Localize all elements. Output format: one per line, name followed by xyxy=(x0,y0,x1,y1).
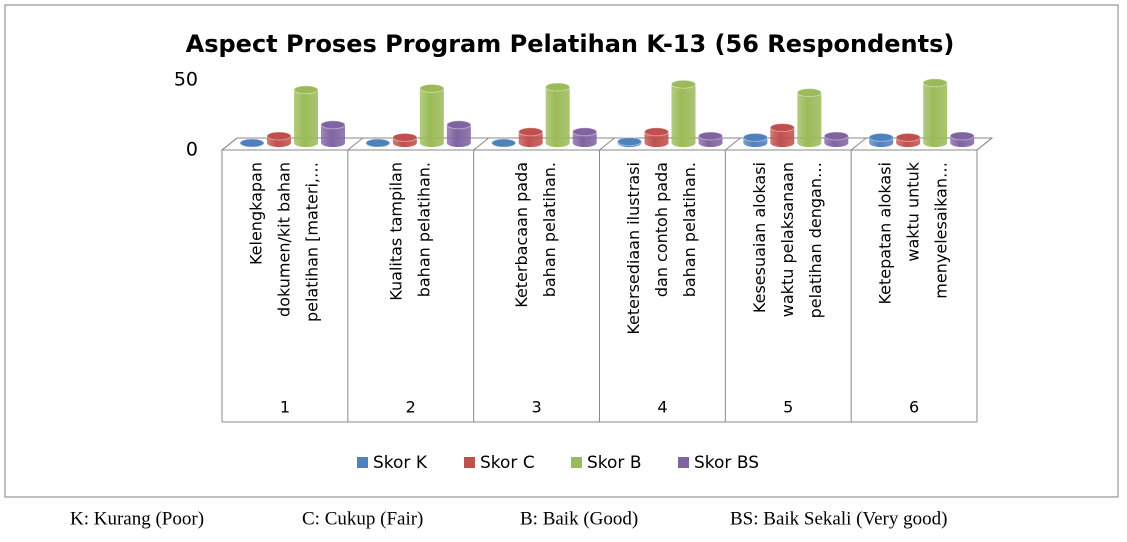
bar xyxy=(518,131,543,147)
footnote: B: Baik (Good) xyxy=(520,508,638,529)
footnote: K: Kurang (Poor) xyxy=(70,508,204,529)
chart-border xyxy=(4,4,1119,498)
category-description: Keterbacaan pada xyxy=(512,162,531,308)
category-description: bahan pelatihan. xyxy=(540,162,559,297)
x-tick-label: 6 xyxy=(909,398,919,417)
legend-label: Skor C xyxy=(480,453,535,473)
category-description: dan contoh pada xyxy=(652,162,671,297)
category-description: Kesesuaian alokasi xyxy=(750,162,769,313)
bar-top xyxy=(545,82,571,92)
bar-top xyxy=(518,127,544,137)
legend-label: Skor BS xyxy=(694,453,759,473)
x-tick-label: 5 xyxy=(783,398,793,417)
x-tick-label: 2 xyxy=(406,398,416,417)
bar-top xyxy=(922,78,948,88)
bar xyxy=(923,82,948,147)
bar xyxy=(321,124,345,147)
category-description: Kelengkapan xyxy=(246,162,265,265)
y-tick-label: 0 xyxy=(186,139,198,161)
bar-top xyxy=(949,131,975,141)
legend-swatch xyxy=(464,457,475,468)
bar-top xyxy=(293,85,319,95)
chart-title: Aspect Proses Program Pelatihan K-13 (56… xyxy=(186,30,955,58)
bar xyxy=(671,84,696,147)
bar-top xyxy=(266,131,292,141)
category-description: bahan pelatihan. xyxy=(414,162,433,297)
category-description: waktu untuk xyxy=(904,161,923,261)
bar-top xyxy=(823,131,849,141)
bar-top xyxy=(644,127,669,137)
bar-top xyxy=(572,127,598,137)
bar-top xyxy=(617,137,642,147)
bar-top xyxy=(365,138,391,148)
bar-top xyxy=(868,132,894,142)
bar-top xyxy=(769,123,795,133)
category-description: dokumen/kit bahan xyxy=(274,162,293,317)
legend-label: Skor B xyxy=(587,453,642,473)
category-description: pelatihan [materi,… xyxy=(302,162,321,322)
bar-top xyxy=(320,120,346,130)
bar xyxy=(572,131,597,147)
bar-top xyxy=(796,88,822,98)
bar-top xyxy=(895,132,921,142)
legend-swatch xyxy=(571,457,582,468)
bar-top xyxy=(446,120,472,130)
legend-swatch xyxy=(357,457,368,468)
floor-edge xyxy=(347,137,364,151)
bar-top xyxy=(239,138,265,148)
bar xyxy=(644,131,669,147)
category-description: bahan pelatihan. xyxy=(680,162,699,297)
footnote: C: Cukup (Fair) xyxy=(302,508,423,529)
category-description: Kualitas tampilan xyxy=(386,162,405,301)
y-tick-label: 50 xyxy=(174,69,198,91)
bar-top xyxy=(742,132,768,142)
category-description: pelatihan dengan… xyxy=(806,162,825,318)
floor-edge xyxy=(725,137,741,151)
bar xyxy=(545,87,570,147)
bar xyxy=(770,127,795,147)
x-tick-label: 3 xyxy=(531,398,541,417)
right-edge xyxy=(976,137,993,151)
bar xyxy=(797,92,822,147)
bar-top xyxy=(392,132,418,142)
category-description: waktu pelaksanaan xyxy=(778,162,797,317)
legend-label: Skor K xyxy=(373,453,428,473)
bar-top xyxy=(419,83,445,93)
x-tick-label: 4 xyxy=(657,398,667,417)
floor-edge xyxy=(599,137,615,151)
floor-edge xyxy=(221,137,238,151)
category-description: Ketepatan alokasi xyxy=(876,162,895,305)
bar-top xyxy=(671,79,696,89)
category-description: Ketersediaan ilustrasi xyxy=(624,162,643,335)
bar xyxy=(446,124,471,147)
footnote: BS: Baik Sekali (Very good) xyxy=(730,508,947,529)
legend-swatch xyxy=(678,457,689,468)
floor-edge xyxy=(850,137,867,151)
category-description: menyelesaikan… xyxy=(932,162,951,299)
x-tick-label: 1 xyxy=(280,398,290,417)
bar-top xyxy=(698,131,723,141)
floor-edge xyxy=(473,137,489,151)
bar xyxy=(294,89,318,147)
bar xyxy=(419,88,444,147)
bar-top xyxy=(491,138,517,148)
